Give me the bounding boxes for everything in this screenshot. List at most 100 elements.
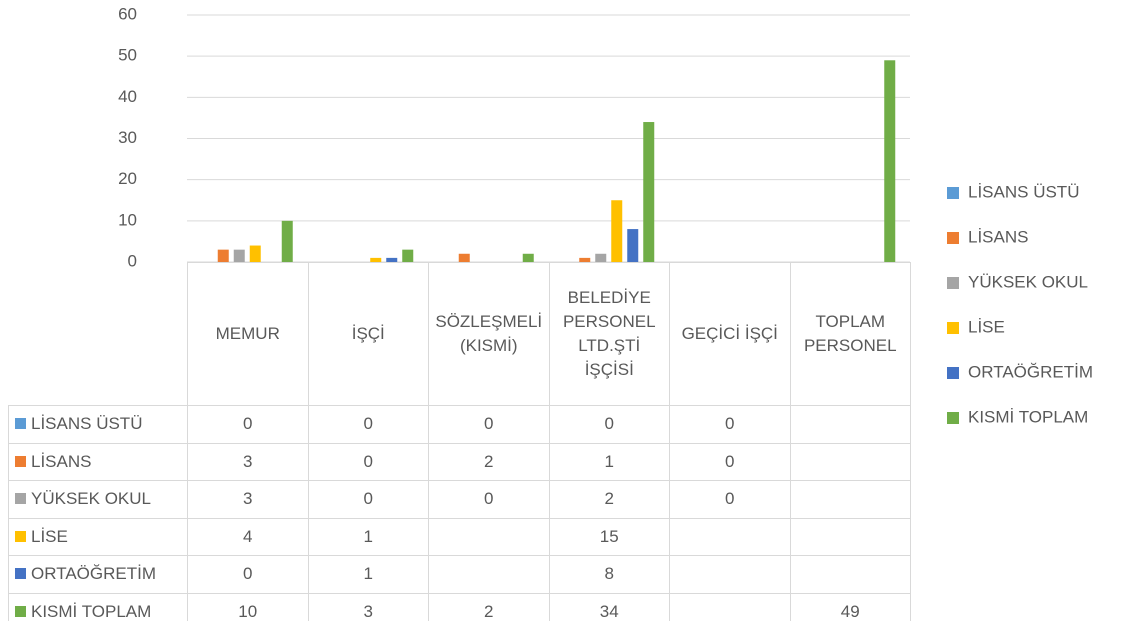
legend-key <box>15 418 26 430</box>
row-header: LİSANS ÜSTÜ <box>8 405 188 444</box>
bar <box>522 253 534 262</box>
series-name: LİSANS <box>31 451 92 471</box>
table-cell: 2 <box>548 480 670 519</box>
bar <box>627 229 639 262</box>
category-label: MEMUR <box>187 262 309 406</box>
table-cell <box>789 442 911 481</box>
table-cell <box>669 555 791 594</box>
table-cell <box>428 555 550 594</box>
table-cell: 0 <box>669 442 791 481</box>
row-header: LİSANS <box>8 442 188 481</box>
table-cell: 0 <box>307 480 429 519</box>
y-tick-label: 10 <box>118 210 137 229</box>
y-tick-label: 30 <box>118 128 137 147</box>
table-cell <box>669 592 791 621</box>
table-cell: 10 <box>187 592 309 621</box>
header-row: MEMUR İŞÇİ SÖZLEŞMELİ (KISMİ) BELEDİYE PERS… <box>9 262 911 406</box>
bar <box>458 253 470 262</box>
table-cell <box>669 517 791 556</box>
table-cell: 1 <box>548 442 670 481</box>
table-cell: 3 <box>187 480 309 519</box>
table-cell <box>789 517 911 556</box>
bar <box>281 220 293 262</box>
legend-label: LİSE <box>968 317 1005 336</box>
table-row: KISMİ TOPLAM 10 3 2 34 49 <box>8 592 911 621</box>
series-name: KISMİ TOPLAM <box>31 601 152 621</box>
table-cell: 1 <box>307 555 429 594</box>
table-row: LİSANS ÜSTÜ 0 0 0 0 0 <box>8 405 911 444</box>
y-tick-label: 60 <box>118 4 137 23</box>
row-header: YÜKSEK OKUL <box>8 480 188 519</box>
table-cell: 0 <box>187 405 309 444</box>
legend-key <box>15 530 26 542</box>
legend-key <box>947 367 959 379</box>
y-tick-label: 40 <box>118 87 137 106</box>
series-name: YÜKSEK OKUL <box>31 489 151 509</box>
table-cell: 15 <box>548 517 670 556</box>
table-cell: 0 <box>307 442 429 481</box>
table-cell: 0 <box>307 405 429 444</box>
table-row: LİSANS 3 0 2 1 0 <box>8 442 911 481</box>
series-name: ORTAÖĞRETİM <box>31 564 156 584</box>
bar <box>579 257 591 262</box>
table-cell: 3 <box>307 592 429 621</box>
data-table: MEMUR İŞÇİ SÖZLEŞMELİ (KISMİ) BELEDİYE PERS… <box>8 262 911 621</box>
table-cell: 1 <box>307 517 429 556</box>
table-cell <box>789 480 911 519</box>
series-name: LİSANS ÜSTÜ <box>31 414 143 434</box>
bar <box>595 253 607 262</box>
table-cell: 2 <box>428 442 550 481</box>
legend-key <box>947 232 959 244</box>
category-label: GEÇİCİ İŞÇİ <box>669 262 791 406</box>
table-cell: 8 <box>548 555 670 594</box>
legend-key <box>947 322 959 334</box>
table-cell: 34 <box>548 592 670 621</box>
table-row: LİSE 4 1 15 <box>8 517 911 556</box>
table-cell <box>789 555 911 594</box>
bar <box>233 249 245 262</box>
y-tick-label: 0 <box>128 251 137 270</box>
corner <box>9 263 188 406</box>
table-row: ORTAÖĞRETİM 0 1 8 <box>8 555 911 594</box>
y-tick-label: 50 <box>118 46 137 65</box>
legend-key <box>15 568 26 580</box>
y-tick-label: 20 <box>118 169 137 188</box>
legend-key <box>15 605 26 617</box>
table-cell: 49 <box>789 592 911 621</box>
bar <box>370 257 382 262</box>
legend-label: LİSANS <box>968 227 1028 246</box>
table-cell <box>428 517 550 556</box>
legend-label: ORTAÖĞRETİM <box>968 362 1093 381</box>
table-cell: 0 <box>187 555 309 594</box>
legend-key <box>15 455 26 467</box>
legend-key <box>15 493 26 505</box>
bar <box>217 249 229 262</box>
table-cell: 0 <box>548 405 670 444</box>
table-cell <box>789 405 911 444</box>
table-cell: 0 <box>428 480 550 519</box>
table-row: YÜKSEK OKUL 3 0 0 2 0 <box>8 480 911 519</box>
category-label: BELEDİYE PERSONEL LTD.ŞTİ İŞÇİSİ <box>548 262 670 406</box>
legend-label: YÜKSEK OKUL <box>968 272 1088 291</box>
table-cell: 3 <box>187 442 309 481</box>
legend-label: KISMİ TOPLAM <box>968 407 1088 426</box>
legend-label: LİSANS ÜSTÜ <box>968 182 1079 201</box>
category-label: SÖZLEŞMELİ (KISMİ) <box>428 262 550 406</box>
legend-key <box>947 412 959 424</box>
bar <box>643 122 655 263</box>
series-name: LİSE <box>31 526 68 546</box>
bar <box>402 249 414 262</box>
row-header: ORTAÖĞRETİM <box>8 555 188 594</box>
legend-key <box>947 187 959 199</box>
category-label: TOPLAM PERSONEL <box>789 262 911 406</box>
bar <box>611 200 623 262</box>
table-cell: 0 <box>669 405 791 444</box>
table-cell: 4 <box>187 517 309 556</box>
bar <box>884 60 896 263</box>
table-cell: 0 <box>428 405 550 444</box>
legend-key <box>947 277 959 289</box>
table-cell: 0 <box>669 480 791 519</box>
bar <box>386 257 398 262</box>
